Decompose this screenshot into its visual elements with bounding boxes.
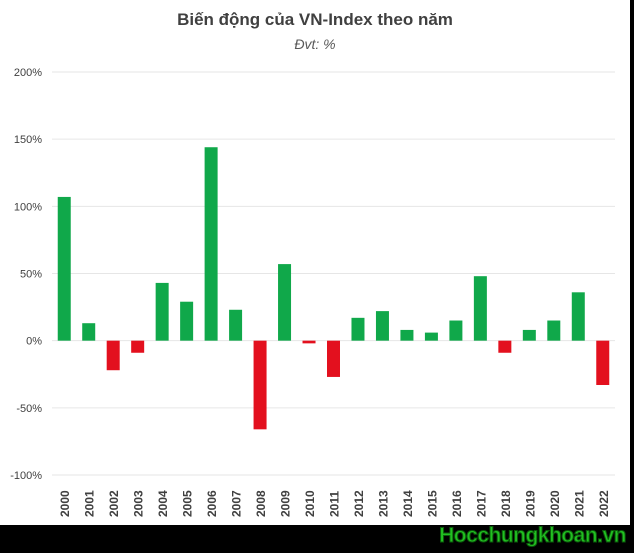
bar-2019	[522, 329, 536, 341]
bar-2012	[351, 317, 365, 341]
bar-2018	[498, 340, 512, 353]
x-tick-label: 2021	[572, 490, 586, 517]
bar-2009	[278, 264, 292, 341]
x-tick-label: 2020	[548, 490, 562, 517]
x-tick-label: 2019	[523, 490, 537, 517]
bar-2010	[302, 340, 316, 344]
x-tick-label: 2015	[425, 490, 439, 517]
y-tick-label: 50%	[20, 269, 42, 281]
bar-2001	[82, 323, 96, 341]
bar-2002	[106, 340, 120, 371]
x-tick-label: 2010	[303, 490, 317, 517]
bar-2005	[180, 301, 194, 341]
x-tick-label: 2000	[58, 490, 72, 517]
x-tick-label: 2022	[597, 490, 611, 517]
chart-title: Biến động của VN-Index theo năm	[177, 10, 453, 29]
y-tick-label: 200%	[14, 67, 42, 79]
bar-2020	[547, 320, 561, 341]
y-tick-label: 100%	[14, 201, 42, 213]
x-tick-label: 2001	[83, 490, 97, 517]
bar-2011	[327, 340, 340, 377]
x-tick-label: 2013	[376, 490, 390, 517]
bar-2007	[229, 309, 243, 341]
x-tick-label: 2005	[181, 490, 195, 517]
bar-2013	[375, 311, 389, 341]
chart-subtitle: Đvt: %	[294, 36, 336, 52]
x-tick-label: 2014	[401, 490, 415, 517]
bar-2006	[204, 147, 218, 341]
x-tick-label: 2012	[352, 490, 366, 517]
bar-2015	[424, 332, 438, 341]
bar-2014	[400, 329, 414, 341]
bar-2000	[57, 196, 71, 341]
chart-panel: Biến động của VN-Index theo năm Đvt: % -…	[0, 0, 630, 525]
y-tick-label: -100%	[10, 470, 42, 482]
x-tick-label: 2016	[450, 490, 464, 517]
watermark-logo: Hocchungkhoan.vn	[439, 524, 627, 548]
x-tick-label: 2007	[230, 490, 244, 517]
x-tick-label: 2003	[132, 490, 146, 517]
bar-2008	[253, 340, 267, 430]
x-tick-label: 2006	[205, 490, 219, 517]
x-tick-label: 2009	[279, 490, 293, 517]
x-tick-label: 2004	[156, 490, 170, 517]
y-tick-label: 150%	[14, 134, 42, 146]
bar-2016	[449, 320, 463, 341]
bar-2022	[596, 340, 610, 385]
bar-chart: -100% -50% 0% 50% 100% 150% 200% 2000 2001 2002 20…	[10, 67, 615, 517]
bar-2017	[473, 276, 487, 341]
bar-2003	[131, 340, 145, 353]
x-tick-label: 2017	[474, 490, 488, 517]
bar-2004	[155, 282, 169, 341]
x-tick-label: 2008	[254, 490, 268, 517]
x-tick-label: 2002	[107, 490, 121, 517]
x-tick-label: 2011	[328, 491, 342, 517]
bar-2021	[571, 292, 585, 341]
y-tick-label: -50%	[16, 403, 42, 415]
y-tick-label: 0%	[26, 336, 42, 348]
x-tick-label: 2018	[499, 490, 513, 517]
